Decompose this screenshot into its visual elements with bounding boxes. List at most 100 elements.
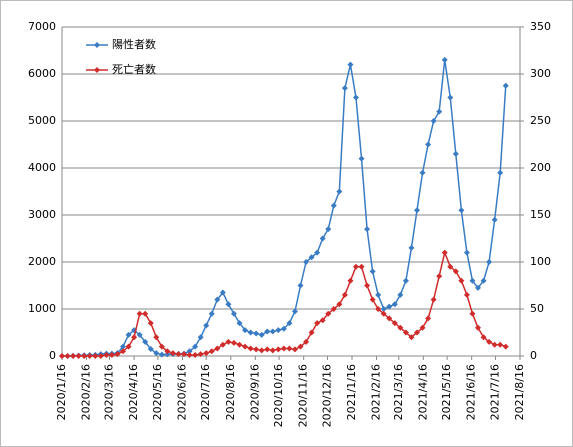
marker (275, 346, 282, 353)
marker (214, 296, 221, 303)
marker (380, 310, 387, 317)
marker (325, 226, 332, 233)
x-tick-label: 2021/6/16 (465, 364, 478, 420)
marker (264, 346, 271, 353)
marker (147, 320, 154, 327)
marker (164, 351, 171, 358)
marker (214, 345, 221, 352)
marker (303, 259, 310, 265)
x-tick-label: 2020/12/16 (320, 364, 333, 427)
marker (386, 315, 393, 322)
marker (253, 330, 260, 337)
x-tick-label: 2020/7/16 (199, 364, 212, 420)
marker (386, 303, 393, 310)
marker (303, 338, 310, 345)
marker (397, 324, 404, 331)
marker (480, 277, 487, 284)
marker (397, 291, 404, 298)
marker (158, 351, 165, 358)
x-tick-label: 2021/8/16 (513, 364, 526, 420)
marker (92, 353, 99, 359)
y-tick-label: 1000 (28, 302, 56, 315)
marker (419, 324, 426, 331)
x-tick-label: 2020/1/16 (55, 364, 68, 420)
marker (203, 350, 210, 357)
marker (103, 352, 110, 359)
marker (291, 308, 298, 315)
marker (86, 353, 93, 359)
marker (269, 328, 276, 335)
marker (447, 263, 454, 270)
marker (186, 348, 193, 355)
marker (336, 188, 343, 195)
marker (336, 301, 343, 308)
legend-label: 死亡者数 (112, 62, 156, 76)
marker (330, 306, 337, 312)
marker (120, 348, 127, 355)
marker (497, 169, 504, 176)
marker (458, 277, 465, 284)
marker (192, 343, 199, 350)
marker (469, 277, 476, 284)
x-tick-label: 2020/5/16 (151, 364, 164, 420)
marker (125, 331, 132, 338)
marker (469, 310, 476, 317)
marker (175, 351, 182, 358)
y2-tick-label: 250 (530, 114, 551, 127)
marker (502, 82, 509, 89)
marker (142, 310, 149, 317)
x-tick-label: 2020/8/16 (224, 364, 237, 420)
marker (480, 334, 487, 341)
marker (319, 235, 326, 242)
marker (225, 301, 232, 308)
marker (275, 327, 282, 334)
marker (247, 329, 254, 336)
marker (408, 334, 415, 341)
y2-tick-label: 200 (530, 161, 551, 174)
marker (375, 306, 382, 312)
marker (502, 343, 509, 350)
marker (280, 325, 287, 332)
marker (297, 282, 304, 289)
marker (463, 249, 470, 256)
marker (463, 291, 470, 298)
marker (391, 301, 398, 308)
marker (486, 259, 493, 265)
marker (330, 202, 337, 209)
legend-marker (94, 67, 100, 73)
marker (402, 329, 409, 336)
x-tick-label: 2020/3/16 (103, 364, 116, 420)
marker (114, 351, 121, 358)
marker (352, 263, 359, 270)
marker (197, 351, 204, 358)
marker (153, 350, 160, 357)
x-tick-label: 2021/4/16 (416, 364, 429, 420)
marker (419, 169, 426, 176)
y-tick-label: 4000 (28, 161, 56, 174)
marker (391, 320, 398, 327)
marker (413, 207, 420, 214)
marker (308, 254, 315, 261)
marker (97, 353, 104, 359)
marker (197, 334, 204, 341)
x-tick-label: 2020/6/16 (175, 364, 188, 420)
marker (475, 324, 482, 331)
marker (286, 320, 293, 327)
marker (136, 331, 143, 338)
marker (486, 338, 493, 345)
marker (120, 343, 127, 350)
x-tick-label: 2020/9/16 (248, 364, 261, 420)
y2-tick-label: 300 (530, 67, 551, 80)
marker (408, 244, 415, 251)
x-tick-label: 2021/5/16 (440, 364, 453, 420)
marker (153, 334, 160, 341)
y2-tick-label: 150 (530, 208, 551, 221)
marker (491, 341, 498, 348)
marker (125, 343, 132, 350)
x-tick-label: 2020/11/16 (297, 364, 310, 427)
x-tick-label: 2021/2/16 (370, 364, 383, 420)
marker (308, 329, 315, 336)
x-tick-label: 2021/7/16 (488, 364, 501, 420)
